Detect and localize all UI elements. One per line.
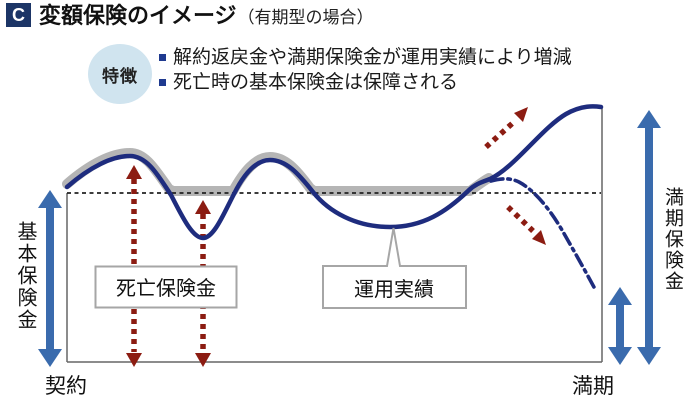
arrow-down-right-icon [532, 230, 546, 245]
arrow-up-icon [608, 287, 632, 305]
header: C 変額保険のイメージ（有期型の場合） [6, 3, 374, 31]
death-benefit-label: 死亡保険金 [116, 277, 216, 300]
feature-item: 死亡時の基本保険金は保障される [159, 71, 572, 96]
page-title: 変額保険のイメージ（有期型の場合） [39, 3, 374, 31]
arrow-up-icon [637, 110, 661, 128]
performance-callout-box [322, 227, 467, 309]
maturity-benefit-axis-label: 満期保険金 [662, 187, 683, 292]
increase-arrow-shaft [484, 118, 517, 150]
bullet-square-icon [159, 79, 166, 86]
performance-label: 運用実績 [354, 278, 434, 301]
arrow-down-icon [637, 347, 661, 365]
title-subtitle: （有期型の場合） [237, 8, 374, 27]
arrow-down-icon [195, 353, 211, 367]
downside-scenario-curve [489, 177, 597, 291]
basic-benefit-axis-label: 基本保険金 [14, 221, 36, 331]
feature-text: 死亡時の基本保険金は保障される [173, 72, 459, 93]
arrow-up-icon [38, 190, 62, 208]
feature-list: 解約返戻金や満期保険金が運用実績により増減 死亡時の基本保険金は保障される [159, 46, 572, 96]
feature-item: 解約返戻金や満期保険金が運用実績により増減 [159, 46, 572, 71]
decrease-arrow-shaft [506, 205, 535, 233]
feature-circle: 特徴 [88, 44, 152, 104]
performance-curve [64, 104, 604, 241]
arrow-down-icon [608, 347, 632, 365]
death-benefit-label-box [94, 265, 238, 309]
bullet-square-icon [159, 54, 166, 61]
arrow-up-icon [195, 200, 211, 214]
section-badge: C [6, 3, 31, 27]
x-axis-start-label: 契約 [45, 375, 87, 398]
arrow-down-icon [126, 353, 142, 367]
feature-text: 解約返戻金や満期保険金が運用実績により増減 [173, 47, 572, 68]
x-axis-end-label: 満期 [572, 375, 614, 398]
title-text: 変額保険のイメージ [39, 3, 237, 28]
arrow-down-icon [38, 349, 62, 367]
arrow-up-icon [126, 165, 142, 179]
arrow-up-right-icon [514, 107, 528, 122]
